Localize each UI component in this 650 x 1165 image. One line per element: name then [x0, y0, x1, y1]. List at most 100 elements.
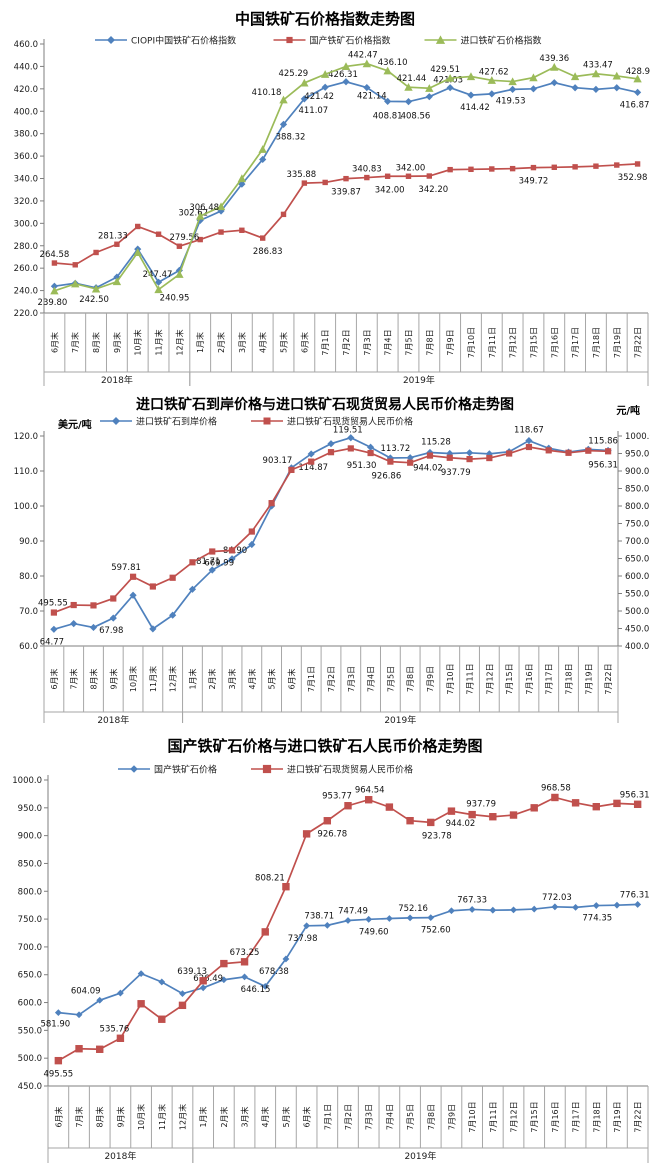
svg-text:750.0: 750.0	[625, 520, 649, 530]
svg-text:300.0: 300.0	[14, 219, 38, 229]
svg-text:10月末: 10月末	[133, 329, 143, 355]
svg-text:进口铁矿石到岸价格: 进口铁矿石到岸价格	[136, 416, 217, 428]
svg-text:302.62: 302.62	[178, 208, 208, 218]
svg-text:7月3日: 7月3日	[365, 1104, 374, 1130]
svg-text:进口铁矿石价格指数: 进口铁矿石价格指数	[461, 35, 542, 47]
series-line	[57, 796, 638, 1062]
svg-text:10月末: 10月末	[128, 666, 138, 692]
svg-text:6月末: 6月末	[302, 1106, 312, 1127]
svg-text:7月17日: 7月17日	[571, 327, 580, 358]
chart-title-import-cfr-vs-rmb: 进口铁矿石到岸价格与进口铁矿石现货贸易人民币价格走势图	[136, 397, 514, 413]
svg-text:7月22日: 7月22日	[634, 327, 643, 358]
svg-text:650.0: 650.0	[625, 555, 649, 565]
svg-text:12月末: 12月末	[174, 329, 184, 355]
svg-text:900.0: 900.0	[18, 832, 42, 842]
svg-text:6月末: 6月末	[49, 668, 59, 689]
svg-text:7月2日: 7月2日	[342, 329, 351, 355]
svg-text:279.56: 279.56	[170, 233, 200, 243]
svg-text:421.44: 421.44	[397, 74, 427, 84]
svg-text:2018年: 2018年	[97, 714, 129, 726]
svg-text:7月9日: 7月9日	[447, 1104, 456, 1130]
svg-text:7月15日: 7月15日	[530, 1101, 539, 1132]
svg-text:7月末: 7月末	[69, 668, 79, 689]
svg-text:6月末: 6月末	[49, 332, 59, 353]
svg-text:600.0: 600.0	[625, 572, 649, 582]
svg-text:964.54: 964.54	[355, 786, 385, 796]
svg-text:7月9日: 7月9日	[426, 666, 435, 692]
legend-item: 进口铁矿石价格指数	[424, 35, 542, 47]
svg-text:903.17: 903.17	[263, 456, 293, 466]
svg-text:7月8日: 7月8日	[406, 666, 415, 692]
svg-text:7月18日: 7月18日	[565, 663, 574, 694]
svg-text:11月末: 11月末	[157, 1104, 167, 1130]
svg-text:70.0: 70.0	[19, 607, 38, 617]
svg-text:7月1日: 7月1日	[307, 666, 316, 692]
svg-text:7月3日: 7月3日	[363, 329, 372, 355]
svg-text:5月末: 5月末	[279, 332, 289, 353]
legend-item: 国产铁矿石价格	[118, 764, 217, 776]
svg-text:414.42: 414.42	[460, 103, 490, 113]
svg-text:335.88: 335.88	[286, 170, 316, 180]
svg-text:60.0: 60.0	[19, 642, 38, 652]
svg-text:5月末: 5月末	[281, 1106, 291, 1127]
svg-text:7月4日: 7月4日	[367, 666, 376, 692]
svg-text:7月2日: 7月2日	[327, 666, 336, 692]
svg-text:440.0: 440.0	[14, 62, 38, 72]
svg-text:429.51: 429.51	[430, 65, 460, 75]
svg-text:425.29: 425.29	[278, 69, 308, 79]
svg-text:7月2日: 7月2日	[344, 1104, 353, 1130]
svg-text:416.87: 416.87	[620, 100, 650, 110]
svg-text:7月5日: 7月5日	[404, 329, 413, 355]
svg-text:956.31: 956.31	[588, 460, 618, 470]
svg-text:737.98: 737.98	[288, 934, 318, 944]
svg-text:950.0: 950.0	[18, 804, 42, 814]
svg-text:408.56: 408.56	[401, 112, 431, 122]
svg-text:340.0: 340.0	[14, 175, 38, 185]
svg-text:进口铁矿石现货贸易人民币价格: 进口铁矿石现货贸易人民币价格	[287, 416, 413, 428]
svg-text:CIOPI中国铁矿石价格指数: CIOPI中国铁矿石价格指数	[131, 35, 236, 47]
svg-text:400.0: 400.0	[625, 642, 649, 652]
svg-text:427.62: 427.62	[479, 67, 509, 77]
svg-text:550.0: 550.0	[18, 1026, 42, 1036]
svg-text:442.47: 442.47	[348, 51, 378, 61]
svg-text:8月末: 8月末	[88, 668, 98, 689]
svg-text:2月末: 2月末	[219, 1106, 229, 1127]
y-axis-unit-usd-per-ton: 美元/吨	[58, 420, 92, 431]
svg-text:650.0: 650.0	[18, 971, 42, 981]
svg-text:306.48: 306.48	[189, 203, 219, 213]
svg-text:9月末: 9月末	[115, 1106, 125, 1127]
legend-item: CIOPI中国铁矿石价格指数	[95, 35, 236, 47]
svg-text:7月11日: 7月11日	[488, 327, 497, 358]
svg-text:7月5日: 7月5日	[386, 666, 395, 692]
svg-text:90.0: 90.0	[19, 537, 38, 547]
svg-text:6月末: 6月末	[299, 332, 309, 353]
svg-text:7月1日: 7月1日	[321, 329, 330, 355]
chart-title-ciopi-index: 中国铁矿石价格指数走势图	[234, 10, 415, 28]
svg-text:772.03: 772.03	[542, 893, 572, 903]
svg-text:400.0: 400.0	[14, 107, 38, 117]
svg-text:408.81: 408.81	[373, 111, 403, 121]
svg-text:7月17日: 7月17日	[572, 1101, 581, 1132]
svg-text:600.0: 600.0	[18, 999, 42, 1009]
svg-text:1000.0: 1000.0	[625, 432, 650, 442]
svg-text:7月16日: 7月16日	[551, 1101, 560, 1132]
svg-text:64.77: 64.77	[40, 637, 64, 647]
svg-text:360.0: 360.0	[14, 152, 38, 162]
svg-text:342.20: 342.20	[418, 185, 448, 195]
svg-text:7月19日: 7月19日	[613, 327, 622, 358]
svg-text:7月3日: 7月3日	[347, 666, 356, 692]
svg-text:750.0: 750.0	[18, 915, 42, 925]
svg-text:339.87: 339.87	[331, 188, 361, 198]
svg-text:380.0: 380.0	[14, 130, 38, 140]
svg-text:2019年: 2019年	[384, 714, 416, 726]
svg-text:460.0: 460.0	[14, 40, 38, 50]
svg-text:7月10日: 7月10日	[446, 663, 455, 694]
legend-item: 进口铁矿石到岸价格	[100, 416, 217, 428]
svg-text:7月19日: 7月19日	[584, 663, 593, 694]
svg-text:495.55: 495.55	[38, 599, 68, 609]
series-markers	[50, 434, 612, 633]
svg-text:320.0: 320.0	[14, 197, 38, 207]
ciopi-index-line-chart-canvas: CIOPI中国铁矿石价格指数 国产铁矿石价格指数 进口铁矿石价格指数 220.0 240…	[14, 35, 650, 386]
svg-text:7月18日: 7月18日	[592, 327, 601, 358]
